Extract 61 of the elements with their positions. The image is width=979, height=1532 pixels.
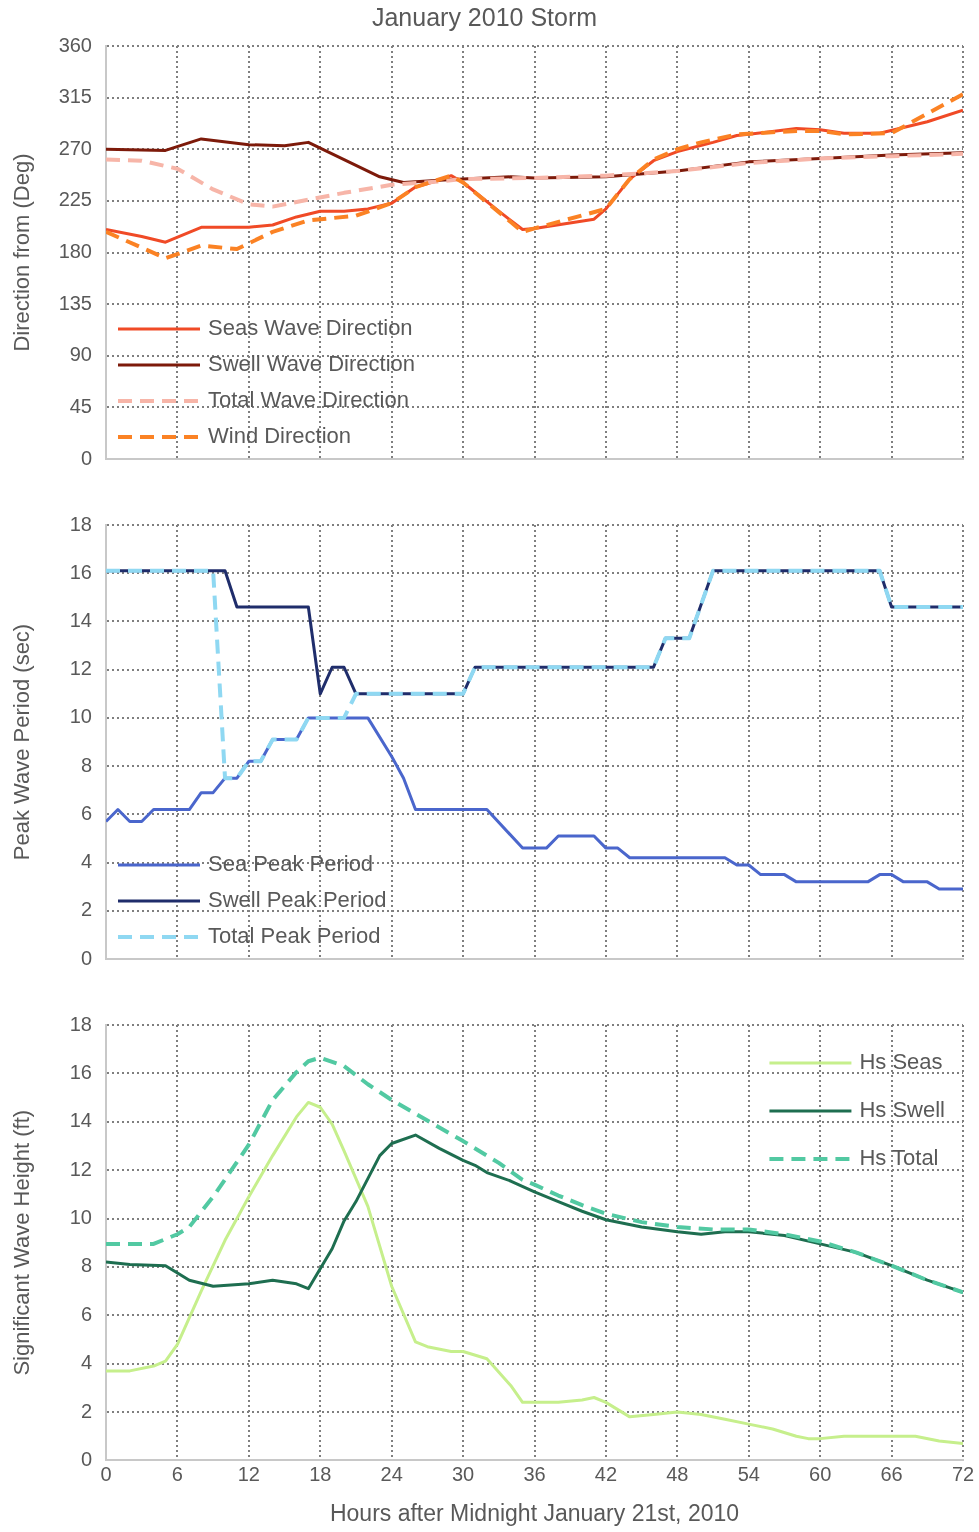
y-tick-label: 6 bbox=[80, 1302, 92, 1325]
legend-label: Hs Seas bbox=[859, 1049, 943, 1075]
y-tick-label: 90 bbox=[69, 343, 92, 366]
y-tick-label: 6 bbox=[80, 801, 92, 824]
x-tick-label: 48 bbox=[666, 1462, 689, 1485]
y-tick-label: 135 bbox=[58, 291, 92, 314]
line-series bbox=[106, 151, 963, 209]
y-tick-label: 14 bbox=[69, 608, 92, 631]
legend-label: Seas Wave Direction bbox=[208, 315, 413, 341]
x-tick-label: 54 bbox=[737, 1462, 760, 1485]
y-tick-label: 45 bbox=[69, 394, 92, 417]
y-tick-label: 0 bbox=[80, 946, 92, 969]
y-tick-label: 10 bbox=[69, 705, 92, 728]
x-tick-label: 6 bbox=[171, 1462, 183, 1485]
y-axis-title: Direction from (Deg) bbox=[9, 153, 35, 352]
y-tick-label: 0 bbox=[80, 1447, 92, 1470]
x-tick-label: 42 bbox=[594, 1462, 618, 1485]
legend-label: Hs Swell bbox=[859, 1097, 946, 1123]
y-tick-label: 8 bbox=[80, 753, 92, 776]
legend-label: Hs Total bbox=[859, 1145, 939, 1171]
x-tick-label: 0 bbox=[100, 1462, 112, 1485]
y-axis-title: Significant Wave Height (ft) bbox=[9, 1109, 35, 1376]
legend-label: Total Peak Period bbox=[208, 923, 381, 949]
y-tick-label: 360 bbox=[58, 33, 92, 56]
legend-label: Swell Wave Direction bbox=[208, 351, 416, 377]
y-tick-label: 4 bbox=[80, 850, 92, 873]
y-tick-label: 10 bbox=[69, 1206, 92, 1229]
line-series bbox=[106, 1055, 963, 1295]
y-tick-label: 225 bbox=[58, 188, 92, 211]
y-tick-label: 180 bbox=[58, 240, 92, 263]
y-tick-label: 16 bbox=[69, 1060, 92, 1083]
x-axis-title: Hours after Midnight January 21st, 2010 bbox=[329, 1499, 740, 1526]
x-tick-label: 24 bbox=[380, 1462, 403, 1485]
y-tick-label: 315 bbox=[58, 85, 92, 108]
line-series bbox=[106, 92, 963, 261]
y-tick-label: 18 bbox=[69, 512, 92, 535]
y-axis-title: Peak Wave Period (sec) bbox=[9, 623, 35, 861]
y-tick-label: 18 bbox=[69, 1012, 92, 1035]
x-tick-label: 30 bbox=[451, 1462, 475, 1485]
x-tick-label: 60 bbox=[809, 1462, 832, 1485]
y-tick-label: 4 bbox=[80, 1351, 92, 1374]
legend-label: Sea Peak Period bbox=[208, 851, 374, 877]
y-tick-label: 0 bbox=[80, 446, 92, 469]
x-tick-label: 72 bbox=[951, 1462, 975, 1485]
y-tick-label: 12 bbox=[69, 1157, 92, 1180]
y-tick-label: 8 bbox=[80, 1254, 92, 1277]
y-tick-label: 270 bbox=[58, 136, 92, 159]
legend-label: Swell Peak Period bbox=[208, 887, 387, 913]
chart-title: January 2010 Storm bbox=[371, 2, 598, 31]
legend-label: Total Wave Direction bbox=[208, 387, 409, 413]
y-tick-label: 16 bbox=[69, 560, 92, 583]
line-series bbox=[106, 568, 963, 781]
x-tick-label: 66 bbox=[880, 1462, 903, 1485]
y-tick-label: 14 bbox=[69, 1109, 92, 1132]
y-tick-label: 2 bbox=[80, 1399, 92, 1422]
legend-label: Wind Direction bbox=[208, 423, 352, 449]
y-tick-label: 2 bbox=[80, 898, 92, 921]
x-tick-label: 12 bbox=[237, 1462, 260, 1485]
x-tick-label: 18 bbox=[309, 1462, 332, 1485]
y-tick-label: 12 bbox=[69, 657, 92, 680]
x-tick-label: 36 bbox=[523, 1462, 546, 1485]
